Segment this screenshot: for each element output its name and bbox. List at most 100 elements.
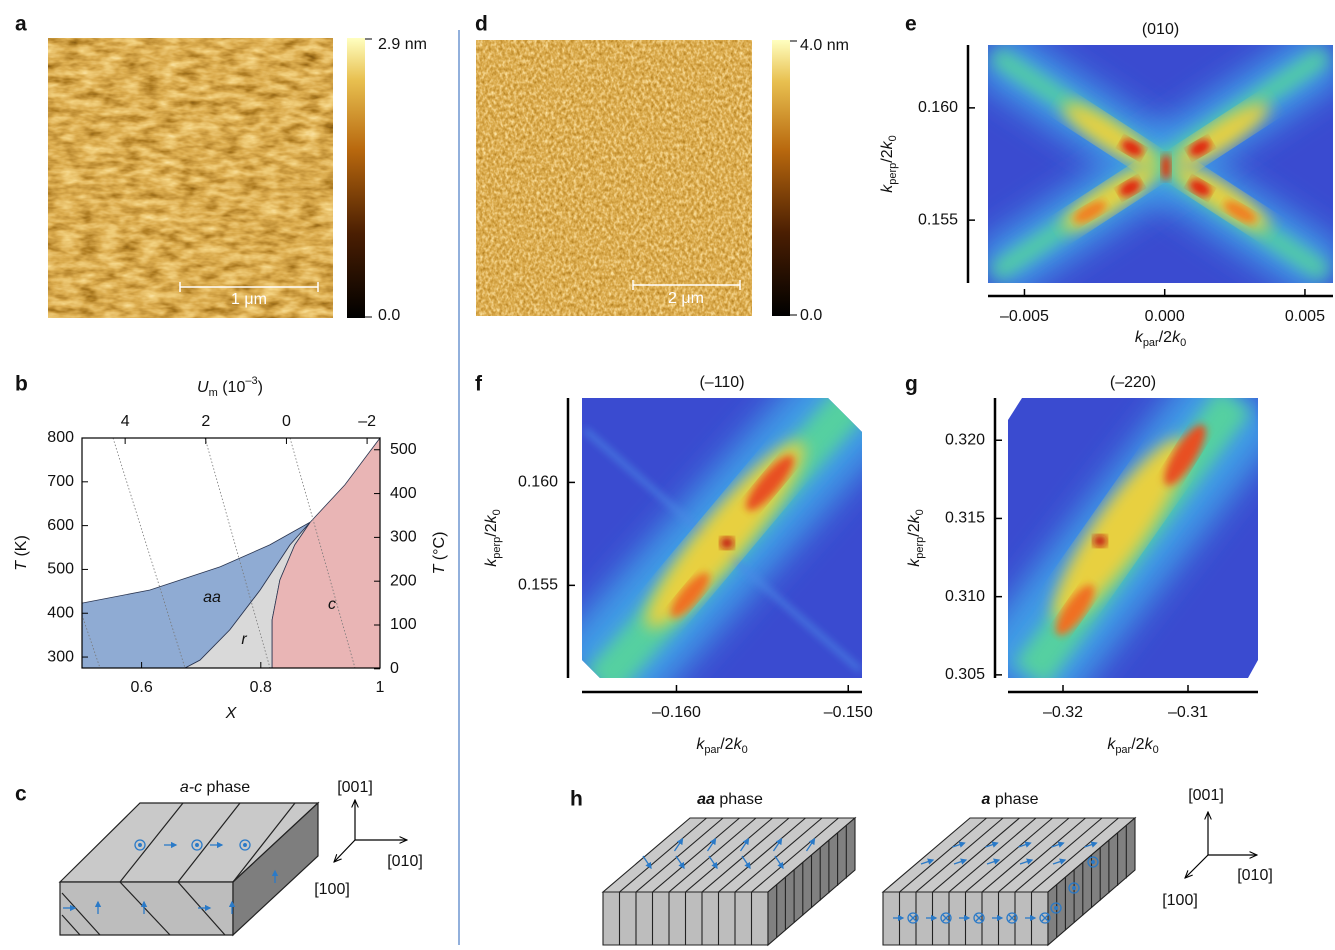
polarization-symbols [63, 839, 279, 914]
domain-wall [948, 817, 1037, 893]
iso-strain-line [81, 614, 101, 669]
polarization-arrow [673, 837, 684, 852]
out-of-plane-dot [243, 843, 247, 847]
out-of-plane [191, 839, 203, 851]
y-axis-label-part: perp [491, 537, 503, 559]
rsm-peak [746, 455, 794, 511]
y-axis-label-part: k [906, 558, 923, 567]
out-of-plane-dot [138, 843, 142, 847]
polarization-arrow [739, 837, 750, 852]
x-axis-label: kpar/2k0 [1135, 329, 1186, 349]
rsm-peak [1119, 179, 1141, 197]
title-part: a [982, 791, 991, 808]
colorbar-max: 2.9 nm [378, 36, 427, 53]
x-tick-label: 1 [376, 679, 385, 696]
rsm-peak [1055, 584, 1095, 636]
y-axis-label-part: /2 [483, 523, 500, 536]
polarization-arrow [986, 858, 1001, 865]
rsm-image [1008, 398, 1258, 678]
x2-tick-label: 4 [121, 413, 130, 430]
y2-tick-label: 500 [390, 441, 417, 458]
panel-letter: g [905, 373, 918, 396]
x-tick-label: –0.150 [824, 704, 873, 721]
y-axis-label: kperp/2k0 [906, 509, 926, 567]
panel-letter: e [905, 13, 917, 36]
y-axis-label-part: k [483, 514, 500, 523]
y2-tick-label: 100 [390, 616, 417, 633]
domain-wall [1014, 817, 1103, 893]
afm-image [476, 40, 752, 316]
iso-strain-line [289, 437, 356, 669]
out-of-plane [1087, 856, 1099, 868]
into-plane [973, 912, 985, 924]
afm-image [48, 38, 333, 318]
domain-wall [119, 802, 184, 883]
domain-wall [998, 817, 1086, 893]
region-label: c [328, 596, 336, 613]
y-tick-label: 500 [47, 561, 74, 578]
polarization-arrow [1051, 841, 1065, 848]
domain-wall [734, 817, 823, 893]
polarization-symbols [893, 841, 1099, 924]
y-axis-label-part: T [13, 560, 30, 571]
x2-tick-label: –2 [358, 413, 376, 430]
x-axis-label-part: /2 [1159, 329, 1172, 346]
y-tick-label: 0.160 [518, 474, 558, 491]
axis-direction: [010] [1237, 867, 1273, 884]
domain-wall [981, 817, 1070, 893]
x-axis-label-part: k [1135, 329, 1144, 346]
region-label: r [241, 631, 247, 648]
y-axis-label-part: k [879, 140, 896, 149]
domain-wall [751, 817, 839, 893]
y-tick-label: 400 [47, 604, 74, 621]
domain-wall [119, 881, 171, 936]
y-tick-label: 600 [47, 517, 74, 534]
plot-frame [81, 437, 381, 669]
x-axis-label-part: par [1143, 337, 1159, 349]
into-plane-cross [1008, 914, 1016, 922]
y-tick-label: 700 [47, 473, 74, 490]
domain-wall [619, 817, 707, 893]
y2-tick-label: 200 [390, 572, 417, 589]
domain-wall [915, 817, 1004, 893]
polarization-arrow [741, 855, 751, 870]
rsm-peak [720, 537, 734, 549]
iso-strain-line [204, 437, 271, 669]
rsm-peak [1224, 201, 1256, 223]
y-tick-label: 0.155 [518, 577, 558, 594]
out-of-plane [239, 839, 251, 851]
x-axis-label: X [225, 705, 238, 722]
polarization-arrow [985, 841, 999, 848]
out-of-plane [1068, 882, 1080, 894]
rsm-peak [1121, 139, 1143, 157]
domain-wall [932, 817, 1020, 893]
domain-wall [965, 817, 1053, 893]
title-part: aa [697, 791, 715, 808]
polarization-arrow [920, 858, 935, 865]
colorbar [772, 40, 790, 316]
y2-axis-label-part: T [431, 563, 448, 574]
y-tick-label: 0.310 [945, 588, 985, 605]
title-part: phase [202, 779, 250, 796]
rsm-peak [1164, 424, 1206, 486]
scale-bar-label: 2 μm [668, 290, 704, 307]
x-axis-label-part: k [1107, 736, 1116, 753]
axis-direction: [100] [1162, 892, 1198, 909]
diagram-title: aa phase [697, 791, 763, 808]
rsm-peak [1093, 535, 1107, 547]
panel-title: (010) [1142, 21, 1179, 38]
polarization-arrow [952, 841, 966, 848]
y2-axis-label: T (°C) [431, 532, 448, 575]
domain-wall [61, 892, 101, 936]
into-plane [940, 912, 952, 924]
domain-wall [232, 802, 296, 883]
axis-direction: [100] [314, 881, 350, 898]
polarization-arrow [1084, 841, 1098, 848]
polarization-symbols [642, 837, 816, 870]
x2-axis-label-part: –3 [245, 375, 257, 387]
y2-tick-label: 0 [390, 660, 399, 677]
triad-arrow [334, 839, 356, 862]
region-label: aa [203, 589, 221, 606]
polarization-arrow [675, 855, 685, 870]
